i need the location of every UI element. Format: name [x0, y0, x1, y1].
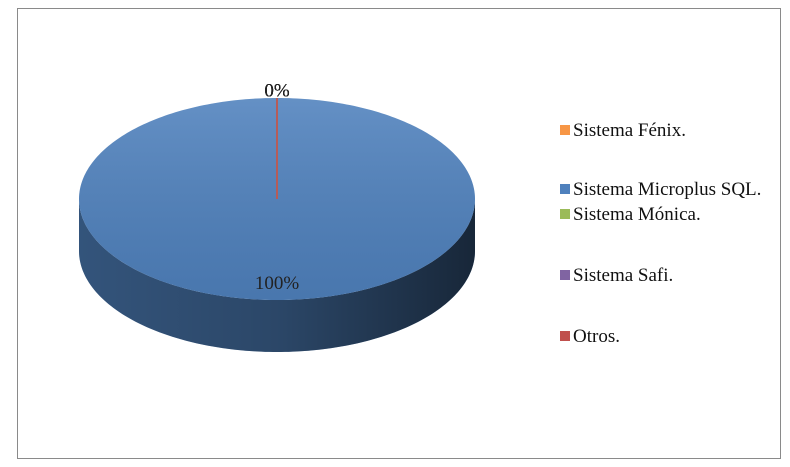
legend-item: Sistema Mónica.: [560, 204, 773, 225]
legend-swatch: [560, 270, 570, 280]
legend-swatch: [560, 125, 570, 135]
data-label: 0%: [264, 80, 290, 101]
legend-item: Sistema Fénix.: [560, 120, 773, 141]
legend-label: Sistema Fénix.: [573, 120, 686, 141]
legend-label: Otros.: [573, 326, 620, 347]
legend-item: Otros.: [560, 326, 773, 347]
legend-label: Sistema Safi.: [573, 265, 674, 286]
legend-label: Sistema Mónica.: [573, 204, 701, 225]
legend-label: Sistema Microplus SQL.: [573, 179, 762, 200]
legend-swatch: [560, 184, 570, 194]
data-label: 0%: [264, 80, 290, 101]
legend: Sistema Fénix. Sistema Microplus SQL. Sist…: [560, 120, 775, 347]
data-label: 0%: [264, 80, 290, 101]
pie-side-shade: [79, 199, 475, 352]
legend-item: Sistema Microplus SQL.: [560, 179, 773, 200]
legend-swatch: [560, 331, 570, 341]
data-label: 100%: [255, 273, 300, 294]
legend-swatch: [560, 209, 570, 219]
legend-item: Sistema Safi.: [560, 265, 773, 286]
data-label: 0%: [264, 80, 290, 101]
